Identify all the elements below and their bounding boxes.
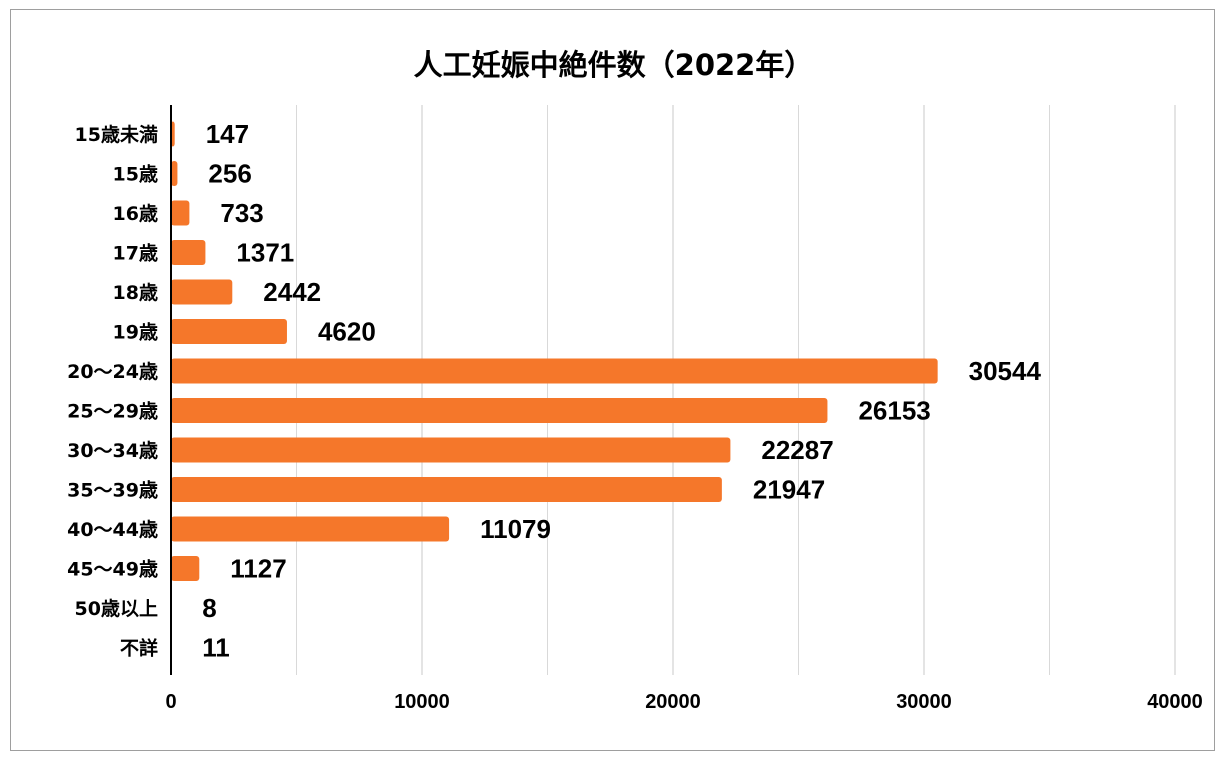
bar bbox=[171, 240, 206, 265]
category-label: 20〜24歳 bbox=[67, 361, 158, 383]
bar bbox=[171, 279, 233, 305]
category-label: 35〜39歳 bbox=[67, 480, 158, 502]
data-label: 22287 bbox=[761, 435, 833, 465]
data-label: 11 bbox=[202, 633, 230, 663]
bar bbox=[171, 437, 731, 463]
category-label: 15歳 bbox=[113, 164, 158, 186]
data-label: 4620 bbox=[318, 317, 376, 347]
data-label: 8 bbox=[202, 593, 216, 623]
category-label: 19歳 bbox=[113, 322, 158, 344]
bar bbox=[171, 516, 450, 542]
category-label: 25〜29歳 bbox=[67, 401, 158, 423]
data-label: 2442 bbox=[263, 277, 321, 307]
data-label: 26153 bbox=[858, 396, 930, 426]
category-label: 50歳以上 bbox=[75, 598, 158, 620]
x-tick-label: 10000 bbox=[394, 691, 450, 713]
bar bbox=[171, 200, 190, 226]
bar bbox=[171, 161, 178, 186]
bar bbox=[171, 477, 722, 502]
x-tick-label: 0 bbox=[165, 691, 176, 713]
data-label: 147 bbox=[206, 119, 249, 149]
category-label: 30〜34歳 bbox=[67, 440, 158, 462]
data-label: 256 bbox=[208, 159, 251, 189]
x-tick-label: 30000 bbox=[896, 691, 952, 713]
category-label: 17歳 bbox=[113, 243, 158, 265]
data-label: 733 bbox=[220, 198, 263, 228]
x-tick-label: 20000 bbox=[645, 691, 701, 713]
x-tick-label: 40000 bbox=[1147, 691, 1203, 713]
bar bbox=[171, 556, 200, 581]
category-label: 15歳未満 bbox=[75, 123, 158, 146]
category-label: 不詳 bbox=[120, 637, 158, 660]
chart-title: 人工妊娠中絶件数（2022年） bbox=[413, 48, 814, 82]
data-label: 1371 bbox=[236, 238, 294, 268]
category-label: 18歳 bbox=[113, 282, 158, 304]
category-label: 16歳 bbox=[113, 203, 158, 225]
bar bbox=[171, 319, 287, 344]
data-label: 30544 bbox=[969, 356, 1042, 386]
bar bbox=[171, 398, 828, 423]
bar bbox=[171, 358, 938, 384]
category-label: 40〜44歳 bbox=[67, 519, 158, 541]
data-label: 11079 bbox=[480, 514, 551, 544]
category-label: 45〜49歳 bbox=[67, 559, 158, 581]
data-label: 1127 bbox=[230, 554, 286, 584]
data-label: 21947 bbox=[753, 475, 825, 505]
